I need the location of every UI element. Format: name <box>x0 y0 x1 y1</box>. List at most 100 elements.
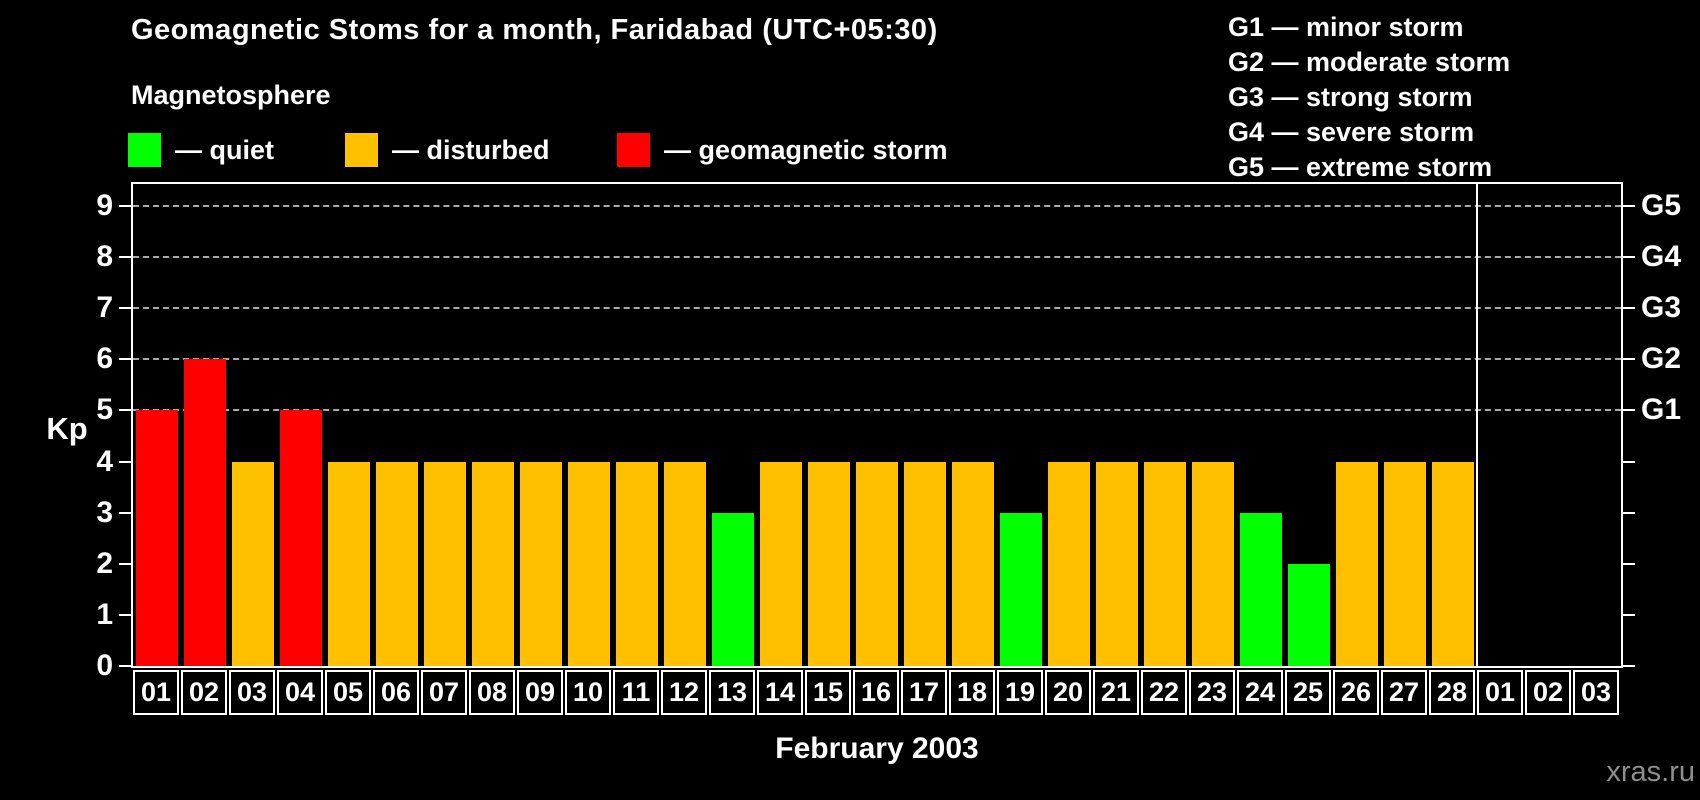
day-label-14: 14 <box>757 670 803 715</box>
left-tick-kp-8 <box>119 256 131 259</box>
left-tick-kp-6 <box>119 358 131 361</box>
legend-item-label: — disturbed <box>392 134 550 165</box>
y-axis-label-1: 1 <box>96 597 113 631</box>
storm-scale-legend: G1 — minor storm G2 — moderate storm G3 — … <box>1228 10 1510 185</box>
right-tick-kp-1 <box>1623 613 1635 616</box>
g-scale-label-g4: G4 <box>1641 240 1682 274</box>
gridline-kp-5 <box>133 409 1621 412</box>
storm-scale-line: G4 — severe storm <box>1228 117 1475 147</box>
bar-day-22 <box>1144 461 1186 666</box>
day-label-21: 21 <box>1093 670 1139 715</box>
quiet-color-swatch <box>128 133 161 167</box>
y-axis-label-5: 5 <box>96 393 113 427</box>
bar-day-05 <box>328 461 370 666</box>
right-tick-kp-0 <box>1623 665 1635 667</box>
g-scale-label-g1: G1 <box>1641 393 1682 427</box>
y-axis-label-8: 8 <box>96 240 113 274</box>
legend-item-label: — quiet <box>175 134 274 165</box>
day-label-24: 24 <box>1237 670 1283 715</box>
day-label-01: 01 <box>133 670 179 715</box>
page-title: Geomagnetic Stoms for a month, Faridabad… <box>131 14 938 46</box>
bar-day-14 <box>760 461 802 666</box>
left-tick-kp-7 <box>119 307 131 310</box>
y-axis-label-4: 4 <box>96 444 113 478</box>
month-separator-line <box>1476 184 1478 666</box>
day-label-18: 18 <box>949 670 995 715</box>
day-label-next-03: 03 <box>1573 670 1619 715</box>
legend-item-label: — geomagnetic storm <box>664 134 948 165</box>
y-axis-label-0: 0 <box>96 649 113 682</box>
day-label-05: 05 <box>325 670 371 715</box>
bar-day-09 <box>520 461 562 666</box>
right-tick-kp-7 <box>1623 307 1635 310</box>
bar-day-03 <box>232 461 274 666</box>
left-tick-kp-3 <box>119 511 131 514</box>
bar-day-23 <box>1192 461 1234 666</box>
right-tick-kp-4 <box>1623 460 1635 463</box>
right-tick-kp-9 <box>1623 205 1635 207</box>
y-axis-title: Kp <box>46 411 88 446</box>
gridline-kp-6 <box>133 358 1621 361</box>
bar-day-19 <box>1000 512 1042 666</box>
day-label-06: 06 <box>373 670 419 715</box>
day-label-19: 19 <box>997 670 1043 715</box>
day-label-26: 26 <box>1333 670 1379 715</box>
bar-day-17 <box>904 461 946 666</box>
right-tick-kp-8 <box>1623 256 1635 259</box>
day-label-next-01: 01 <box>1477 670 1523 715</box>
day-label-16: 16 <box>853 670 899 715</box>
watermark: xras.ru <box>1606 756 1695 788</box>
day-label-25: 25 <box>1285 670 1331 715</box>
geomagnetic-storm-color-swatch <box>617 133 650 167</box>
bar-day-16 <box>856 461 898 666</box>
left-tick-kp-4 <box>119 460 131 463</box>
bar-day-06 <box>376 461 418 666</box>
right-tick-kp-6 <box>1623 358 1635 361</box>
day-label-15: 15 <box>805 670 851 715</box>
day-label-13: 13 <box>709 670 755 715</box>
right-tick-kp-3 <box>1623 511 1635 514</box>
left-tick-kp-5 <box>119 409 131 412</box>
day-label-11: 11 <box>613 670 659 715</box>
y-axis-label-6: 6 <box>96 342 113 376</box>
left-tick-kp-0 <box>119 665 131 667</box>
bar-day-27 <box>1384 461 1426 666</box>
legend-item-quiet: — quiet <box>128 133 274 167</box>
y-axis-label-7: 7 <box>96 291 113 325</box>
day-label-23: 23 <box>1189 670 1235 715</box>
bar-day-10 <box>568 461 610 666</box>
g-scale-label-g3: G3 <box>1641 291 1682 325</box>
day-label-20: 20 <box>1045 670 1091 715</box>
legend-item-geomagnetic-storm: — geomagnetic storm <box>617 133 948 167</box>
bar-day-11 <box>616 461 658 666</box>
day-label-12: 12 <box>661 670 707 715</box>
y-axis-label-3: 3 <box>96 495 113 529</box>
y-axis-label-9: 9 <box>96 189 113 222</box>
magnetosphere-legend-heading: Magnetosphere <box>131 80 331 110</box>
day-label-08: 08 <box>469 670 515 715</box>
day-label-09: 09 <box>517 670 563 715</box>
storm-scale-line: G5 — extreme storm <box>1228 152 1493 182</box>
bar-day-26 <box>1336 461 1378 666</box>
bar-day-18 <box>952 461 994 666</box>
day-label-27: 27 <box>1381 670 1427 715</box>
right-tick-kp-2 <box>1623 562 1635 565</box>
gridline-kp-7 <box>133 307 1621 310</box>
disturbed-color-swatch <box>345 133 378 167</box>
right-tick-kp-5 <box>1623 409 1635 412</box>
bar-day-25 <box>1288 563 1330 666</box>
bar-day-24 <box>1240 512 1282 666</box>
day-label-03: 03 <box>229 670 275 715</box>
day-label-10: 10 <box>565 670 611 715</box>
g-scale-label-g2: G2 <box>1641 342 1682 376</box>
y-axis-label-2: 2 <box>96 546 113 580</box>
storm-scale-line: G1 — minor storm <box>1228 12 1464 42</box>
bar-day-13 <box>712 512 754 666</box>
bar-day-02 <box>184 359 226 666</box>
g-scale-label-g5: G5 <box>1641 189 1682 222</box>
plot-area <box>131 182 1623 668</box>
bar-day-08 <box>472 461 514 666</box>
day-label-22: 22 <box>1141 670 1187 715</box>
left-tick-kp-9 <box>119 205 131 207</box>
